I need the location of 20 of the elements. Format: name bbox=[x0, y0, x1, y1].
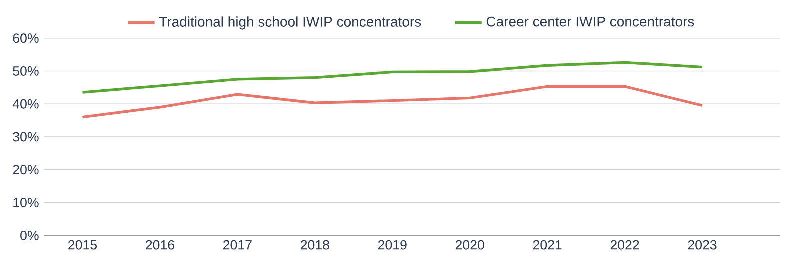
legend-label: Traditional high school IWIP concentrators bbox=[159, 16, 422, 30]
x-tick-label: 2021 bbox=[533, 240, 562, 250]
x-tick-label: 2016 bbox=[146, 240, 174, 250]
x-tick-label: 2020 bbox=[456, 240, 484, 250]
y-tick-label: 60% bbox=[13, 34, 39, 44]
y-tick-label: 50% bbox=[13, 66, 39, 76]
x-tick-label: 2022 bbox=[610, 240, 640, 250]
line-series bbox=[81, 85, 704, 119]
y-tick-label: 10% bbox=[14, 198, 39, 208]
x-tick-label: 2023 bbox=[688, 240, 717, 250]
y-tick-label: 30% bbox=[13, 132, 39, 142]
legend-label: Career center IWIP concentrators bbox=[486, 16, 694, 27]
y-tick-label: 40% bbox=[12, 99, 39, 109]
x-tick-label: 2018 bbox=[300, 240, 330, 250]
y-tick-label: 0% bbox=[20, 230, 39, 240]
x-tick-label: 2015 bbox=[68, 240, 98, 250]
x-tick-label: 2017 bbox=[224, 240, 252, 250]
line-series bbox=[81, 61, 704, 94]
y-tick-label: 20% bbox=[13, 165, 39, 175]
x-tick-label: 2019 bbox=[378, 240, 407, 250]
